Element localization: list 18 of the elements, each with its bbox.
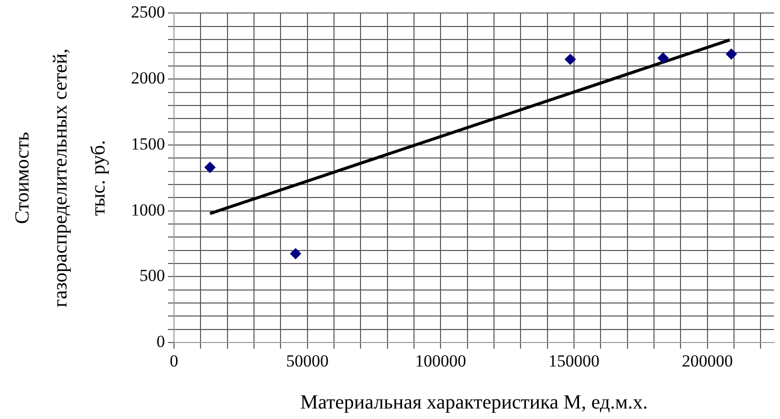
x-tick-label: 150000: [548, 351, 600, 370]
x-tick-label: 50000: [286, 351, 329, 370]
y-tick-label: 1500: [131, 134, 165, 154]
y-tick-label: 2000: [131, 68, 165, 88]
x-tick-label: 0: [170, 351, 178, 370]
x-tick-label: 100000: [415, 351, 466, 370]
x-tick-label: 200000: [682, 351, 733, 370]
point: [658, 52, 669, 64]
point: [204, 162, 216, 173]
point: [564, 54, 576, 65]
point: [726, 48, 737, 60]
point: [290, 248, 302, 260]
y-tick-label: 1000: [131, 200, 165, 220]
x-axis-title: Материальная характеристика М, ед.м.х.: [300, 391, 648, 414]
y-tick-label: 0: [156, 332, 165, 352]
y-tick-label: 500: [140, 266, 165, 286]
y-axis-title: Стоимость газораспределительных сетей, тыс. руб.: [11, 48, 110, 308]
y-tick-label: 2500: [131, 2, 165, 22]
